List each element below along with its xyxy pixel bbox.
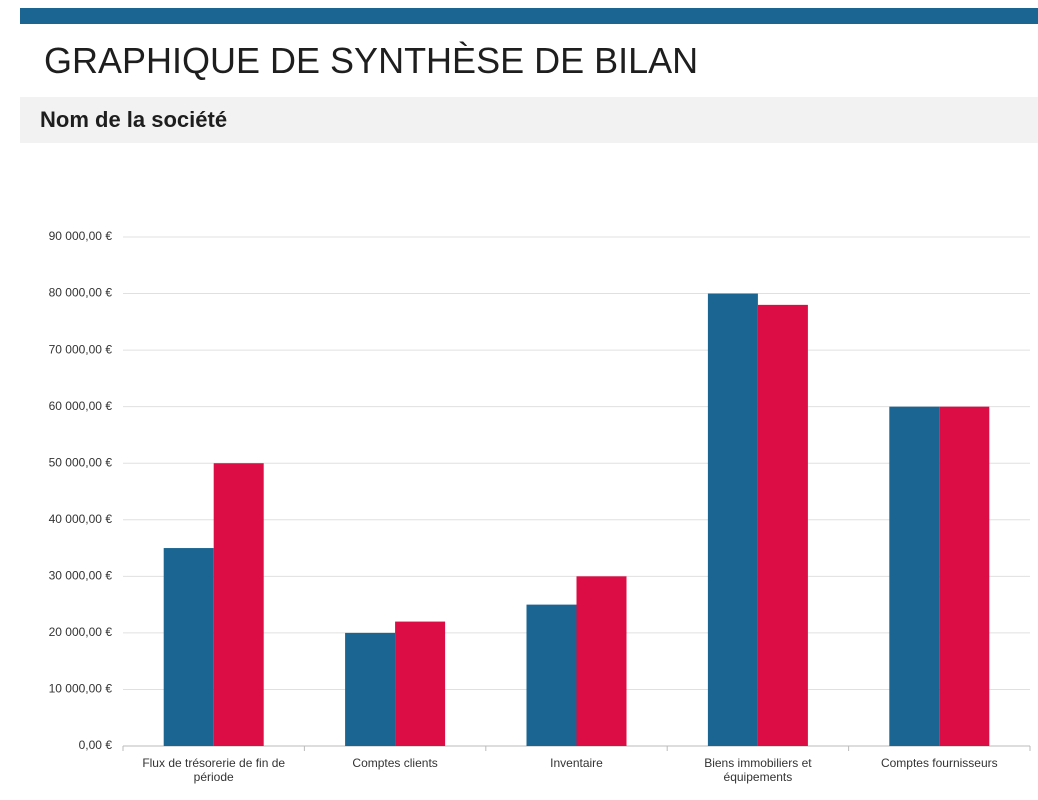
y-tick-label: 40 000,00 € bbox=[49, 512, 113, 526]
y-tick-label: 30 000,00 € bbox=[49, 569, 113, 583]
x-tick-label: Biens immobiliers et équipements bbox=[704, 756, 812, 784]
x-tick-label: Flux de trésorerie de fin de période bbox=[142, 756, 286, 784]
y-tick-label: 20 000,00 € bbox=[49, 625, 113, 639]
page-title: GRAPHIQUE DE SYNTHÈSE DE BILAN bbox=[44, 40, 699, 81]
bar bbox=[576, 576, 627, 746]
x-tick-label: Inventaire bbox=[550, 756, 603, 770]
x-tick-label: Comptes clients bbox=[352, 756, 438, 770]
y-tick-label: 50 000,00 € bbox=[49, 455, 113, 469]
bar bbox=[163, 548, 214, 746]
bar bbox=[213, 463, 264, 746]
bar bbox=[889, 406, 940, 746]
y-tick-label: 70 000,00 € bbox=[49, 342, 113, 356]
company-band: Nom de la société bbox=[20, 97, 1038, 143]
x-tick-label: Comptes fournisseurs bbox=[880, 756, 998, 770]
y-tick-label: 60 000,00 € bbox=[49, 399, 113, 413]
bar bbox=[395, 621, 446, 746]
y-tick-label: 0,00 € bbox=[79, 738, 113, 752]
bar bbox=[707, 293, 758, 746]
y-tick-label: 10 000,00 € bbox=[49, 682, 113, 696]
y-tick-label: 90 000,00 € bbox=[49, 229, 113, 243]
company-name: Nom de la société bbox=[40, 107, 228, 132]
top-bar bbox=[20, 8, 1038, 24]
y-tick-label: 80 000,00 € bbox=[49, 286, 113, 300]
bar bbox=[939, 406, 990, 746]
bar bbox=[345, 632, 396, 746]
bar bbox=[757, 304, 808, 746]
bar bbox=[526, 604, 577, 746]
